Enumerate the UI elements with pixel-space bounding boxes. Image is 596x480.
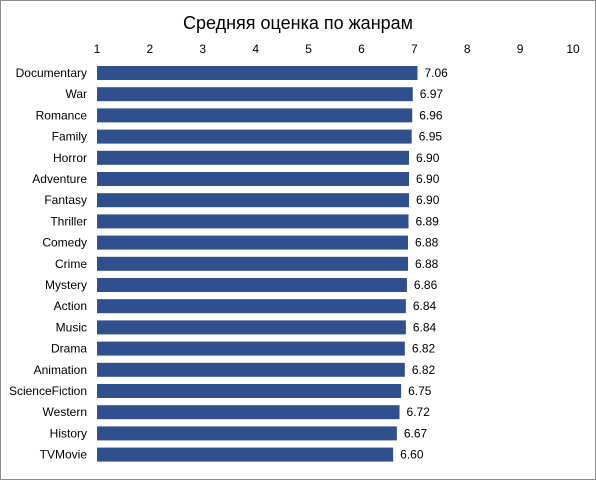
chart-title: Средняя оценка по жанрам — [183, 13, 413, 33]
category-label: Animation — [34, 363, 87, 377]
value-label: 6.90 — [416, 172, 440, 186]
x-tick-label: 2 — [147, 42, 154, 56]
value-label: 6.75 — [408, 384, 432, 398]
bar — [97, 150, 410, 165]
category-labels: Documentary War Romance Family Horror Adventu… — [9, 66, 87, 462]
category-label: Comedy — [42, 236, 87, 250]
category-label: ScienceFiction — [9, 384, 87, 398]
value-label: 6.67 — [404, 426, 428, 440]
category-label: Documentary — [16, 66, 87, 80]
category-label: Fantasy — [44, 193, 87, 207]
value-label: 6.96 — [419, 108, 443, 122]
value-label: 6.89 — [416, 214, 440, 228]
bar — [97, 66, 418, 80]
category-label: Western — [43, 405, 87, 419]
category-label: Family — [52, 130, 87, 144]
bar — [97, 278, 407, 292]
x-tick-label: 6 — [358, 42, 365, 56]
category-label: Adventure — [32, 172, 87, 186]
category-label: Music — [56, 320, 87, 334]
value-label: 6.72 — [407, 405, 431, 419]
category-label: Horror — [53, 151, 87, 165]
bar — [97, 193, 410, 208]
category-label: War — [65, 87, 87, 101]
x-tick-label: 3 — [199, 42, 206, 56]
value-label: 6.95 — [419, 130, 443, 144]
bar — [97, 129, 412, 144]
value-label: 6.84 — [413, 299, 437, 313]
value-label: 6.88 — [415, 257, 439, 271]
bar — [97, 87, 413, 102]
x-axis-ticks: 1 2 3 4 5 6 7 8 9 10 — [94, 42, 580, 56]
bar — [97, 214, 409, 229]
value-label: 6.86 — [414, 278, 438, 292]
value-label: 6.90 — [416, 151, 440, 165]
value-label: 6.97 — [420, 87, 444, 101]
value-label: 6.60 — [400, 448, 424, 462]
bar — [97, 172, 410, 186]
category-label: History — [50, 426, 87, 440]
bar — [97, 320, 406, 335]
value-label: 6.82 — [412, 342, 436, 356]
x-tick-label: 8 — [464, 42, 471, 56]
bar — [97, 405, 400, 420]
x-tick-label: 10 — [566, 42, 580, 56]
value-label: 6.84 — [413, 320, 437, 334]
x-tick-label: 7 — [411, 42, 418, 56]
x-tick-label: 5 — [305, 42, 312, 56]
category-label: Crime — [55, 257, 87, 271]
bar — [97, 256, 408, 271]
x-tick-label: 1 — [94, 42, 101, 56]
bars — [97, 66, 418, 462]
bar — [97, 362, 405, 377]
value-label: 7.06 — [425, 66, 449, 80]
value-label: 6.90 — [416, 193, 440, 207]
x-tick-label: 4 — [252, 42, 259, 56]
bar — [97, 235, 408, 250]
category-label: Action — [54, 299, 87, 313]
bar — [97, 341, 405, 356]
bar — [97, 299, 406, 314]
category-label: TVMovie — [40, 448, 88, 462]
x-tick-label: 9 — [517, 42, 524, 56]
value-labels: 7.06 6.97 6.96 6.95 6.90 6.90 6.90 6.89 6.88 6.88… — [400, 66, 448, 462]
category-label: Drama — [51, 342, 87, 356]
category-label: Mystery — [45, 278, 87, 292]
value-label: 6.82 — [412, 363, 436, 377]
bar — [97, 108, 413, 123]
bar — [97, 447, 394, 462]
category-label: Romance — [36, 108, 88, 122]
value-label: 6.88 — [415, 236, 439, 250]
bar — [97, 426, 397, 441]
category-label: Thriller — [50, 214, 87, 228]
bar — [97, 384, 402, 398]
